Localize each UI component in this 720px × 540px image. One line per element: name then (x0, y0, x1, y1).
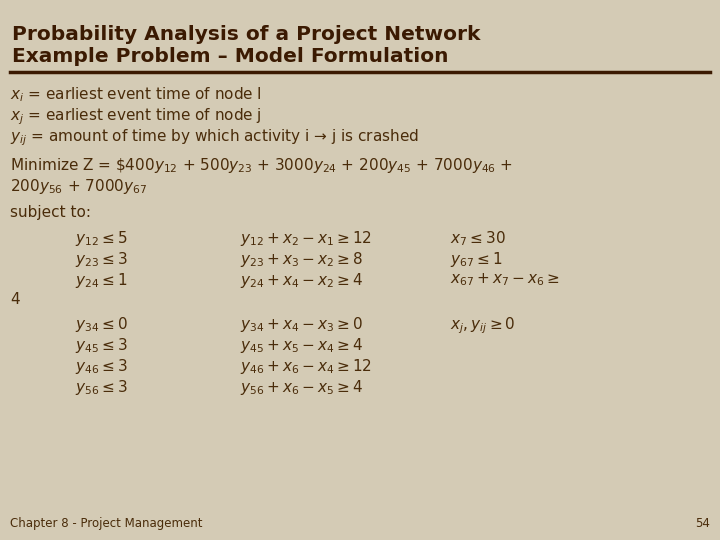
Text: $y_{23} + x_3 - x_2 \geq 8$: $y_{23} + x_3 - x_2 \geq 8$ (240, 250, 363, 269)
Text: $y_{67} \leq 1$: $y_{67} \leq 1$ (450, 250, 503, 269)
Text: $y_{45} + x_5 - x_4 \geq 4$: $y_{45} + x_5 - x_4 \geq 4$ (240, 336, 363, 355)
Text: $x_7 \leq 30$: $x_7 \leq 30$ (450, 229, 505, 247)
Text: $x_j$ = earliest event time of node j: $x_j$ = earliest event time of node j (10, 106, 262, 126)
Text: $x_j, y_{ij} \geq 0$: $x_j, y_{ij} \geq 0$ (450, 315, 516, 335)
Text: $x_{67} + x_7 - x_6 \geq$: $x_{67} + x_7 - x_6 \geq$ (450, 271, 559, 287)
Text: 4: 4 (10, 292, 19, 307)
Text: $y_{34} \leq 0$: $y_{34} \leq 0$ (75, 315, 127, 334)
Text: 54: 54 (695, 517, 710, 530)
Text: Chapter 8 - Project Management: Chapter 8 - Project Management (10, 517, 202, 530)
Text: $y_{24} \leq 1$: $y_{24} \leq 1$ (75, 271, 127, 290)
Text: $y_{46} + x_6 - x_4 \geq 12$: $y_{46} + x_6 - x_4 \geq 12$ (240, 357, 372, 376)
Text: $y_{56} \leq 3$: $y_{56} \leq 3$ (75, 378, 127, 397)
Text: Minimize Z = $\$400y_{12}$ + $500y_{23}$ + $3000y_{24}$ + $200y_{45}$ + $7000y_{: Minimize Z = $\$400y_{12}$ + $500y_{23}$… (10, 157, 513, 176)
Text: $y_{24} + x_4 - x_2 \geq 4$: $y_{24} + x_4 - x_2 \geq 4$ (240, 271, 363, 290)
Text: $y_{46} \leq 3$: $y_{46} \leq 3$ (75, 357, 127, 376)
Text: $y_{34} + x_4 - x_3 \geq 0$: $y_{34} + x_4 - x_3 \geq 0$ (240, 315, 363, 334)
Text: $y_{12} + x_2 - x_1 \geq 12$: $y_{12} + x_2 - x_1 \geq 12$ (240, 229, 372, 248)
Text: $y_{12} \leq 5$: $y_{12} \leq 5$ (75, 229, 127, 248)
Text: $y_{ij}$ = amount of time by which activity i → j is crashed: $y_{ij}$ = amount of time by which activ… (10, 127, 419, 147)
Text: $y_{45} \leq 3$: $y_{45} \leq 3$ (75, 336, 127, 355)
Text: $y_{56} + x_6 - x_5 \geq 4$: $y_{56} + x_6 - x_5 \geq 4$ (240, 378, 363, 397)
Text: subject to:: subject to: (10, 205, 91, 220)
Text: $y_{23} \leq 3$: $y_{23} \leq 3$ (75, 250, 127, 269)
Text: $x_i$ = earliest event time of node I: $x_i$ = earliest event time of node I (10, 85, 262, 104)
Text: Example Problem – Model Formulation: Example Problem – Model Formulation (12, 47, 449, 66)
Text: Probability Analysis of a Project Network: Probability Analysis of a Project Networ… (12, 25, 480, 44)
Text: $200y_{56}$ + $7000y_{67}$: $200y_{56}$ + $7000y_{67}$ (10, 178, 147, 197)
